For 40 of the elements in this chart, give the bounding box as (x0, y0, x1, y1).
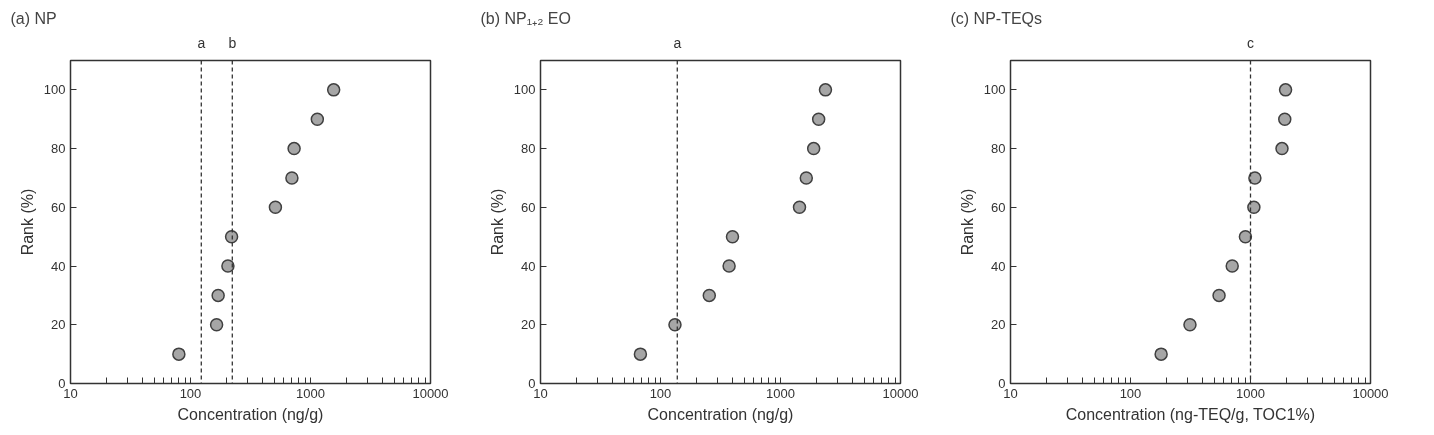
y-tick-label: 0 (528, 376, 536, 391)
chart-title: (b) NP₁₊₂ EO (480, 9, 571, 27)
y-tick-label: 20 (521, 317, 536, 333)
ref-line-label: b (228, 34, 237, 51)
ref-line-label: a (197, 34, 206, 51)
ref-line-label: a (673, 34, 682, 51)
x-tick-label: 100 (649, 385, 672, 401)
chart-title: (a) NP (10, 9, 57, 27)
x-axis-title: Concentration (ng/g) (647, 405, 794, 423)
y-axis-title: Rank (%) (958, 188, 976, 256)
y-tick-label: 60 (521, 199, 536, 215)
y-tick-label: 60 (51, 199, 66, 215)
x-tick-label: 100 (1119, 385, 1142, 401)
x-tick-label: 100 (179, 385, 202, 401)
y-tick-label: 20 (991, 317, 1006, 333)
y-tick-label: 60 (991, 199, 1006, 215)
y-tick-label: 80 (521, 141, 536, 157)
y-tick-label: 40 (521, 258, 536, 274)
x-tick-label: 10000 (1352, 385, 1389, 401)
y-tick-label: 100 (43, 82, 66, 98)
y-axis-title: Rank (%) (18, 188, 36, 256)
y-tick-label: 100 (513, 82, 536, 98)
y-tick-label: 0 (58, 376, 66, 391)
x-tick-label: 10000 (412, 385, 449, 401)
x-axis-title: Concentration (ng/g) (177, 405, 324, 423)
x-axis-title: Concentration (ng-TEQ/g, TOC1%) (1065, 405, 1316, 423)
y-tick-label: 80 (51, 141, 66, 157)
y-axis-title: Rank (%) (488, 188, 506, 256)
chart-title: (c) NP-TEQs (950, 9, 1043, 27)
x-tick-label: 1000 (1236, 385, 1265, 401)
y-tick-label: 100 (983, 82, 1006, 98)
y-tick-label: 40 (51, 258, 66, 274)
x-tick-label: 1000 (296, 385, 325, 401)
x-tick-label: 1000 (766, 385, 795, 401)
y-tick-label: 0 (998, 376, 1006, 391)
ref-line-label: c (1247, 34, 1254, 51)
y-tick-label: 40 (991, 258, 1006, 274)
y-tick-label: 80 (991, 141, 1006, 157)
x-tick-label: 10000 (882, 385, 919, 401)
y-tick-label: 20 (51, 317, 66, 333)
